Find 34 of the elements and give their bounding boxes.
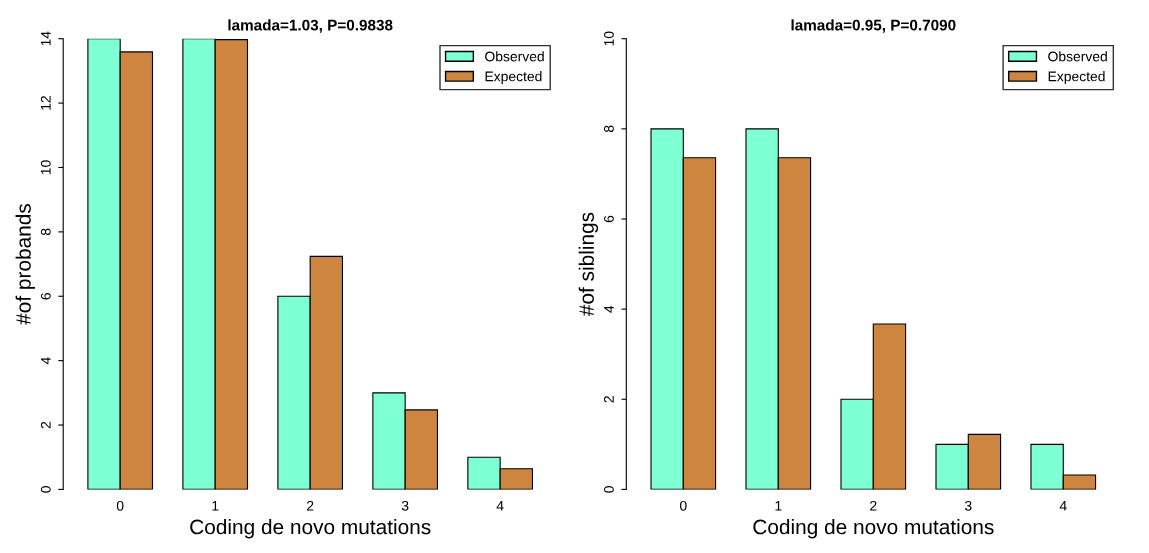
chart-title: lamada=1.03, P=0.9838 — [228, 19, 393, 33]
y-tick-label: 6 — [40, 293, 51, 300]
y-tick-label: 0 — [40, 486, 51, 493]
x-tick-label: 1 — [212, 501, 219, 511]
x-tick-label: 4 — [496, 501, 504, 511]
y-axis-title: #of siblings — [578, 212, 599, 317]
chart-title: lamada=0.95, P=0.7090 — [791, 19, 956, 33]
y-tick-label: 0 — [604, 486, 614, 493]
y-tick-label: 4 — [41, 357, 51, 365]
y-tick-label: 10 — [604, 31, 614, 46]
legend-label: Observed — [485, 51, 544, 62]
y-tick-label: 6 — [604, 215, 614, 223]
x-axis-title: Coding de novo mutations — [190, 519, 431, 539]
x-tick-label: 1 — [775, 501, 782, 511]
x-tick-label: 0 — [679, 500, 687, 511]
x-tick-label: 3 — [401, 500, 409, 511]
y-tick-label: 2 — [604, 396, 614, 403]
x-tick-label: 4 — [1059, 501, 1067, 511]
x-tick-label: 0 — [116, 500, 124, 511]
x-tick-label: 2 — [870, 500, 877, 511]
y-tick-label: 12 — [40, 96, 51, 110]
legend-label: Expected — [1048, 71, 1105, 85]
y-tick-label: 2 — [40, 421, 51, 429]
y-tick-label: 4 — [604, 305, 614, 313]
y-tick-label: 8 — [40, 228, 51, 236]
x-tick-label: 2 — [307, 500, 314, 511]
y-tick-label: 10 — [40, 160, 51, 175]
y-tick-label: 14 — [41, 31, 51, 46]
x-axis-title: Coding de novo mutations — [753, 519, 994, 539]
legend-label: Expected — [485, 71, 542, 85]
x-tick-label: 3 — [964, 500, 972, 511]
legend-label: Observed — [1048, 51, 1107, 62]
y-axis-title: #of probands — [15, 203, 35, 325]
y-tick-label: 8 — [604, 125, 614, 133]
